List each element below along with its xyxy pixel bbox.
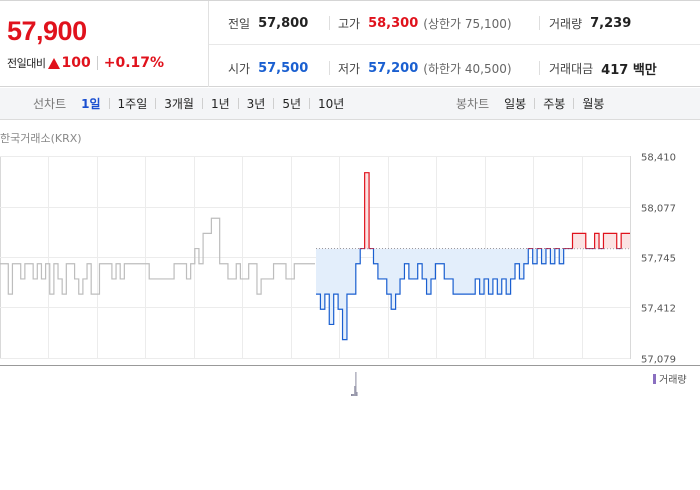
- y-tick-label: 57,745: [641, 254, 676, 265]
- change-rate: +0.17%: [103, 55, 165, 71]
- prev-close-stat: 전일 57,800: [228, 14, 308, 32]
- volume-label: 거래량: [549, 16, 583, 31]
- y-tick-label: 58,410: [641, 153, 676, 164]
- today-line-down: [316, 248, 622, 341]
- tab-3-months[interactable]: 3개월: [164, 97, 194, 111]
- divider: [534, 98, 536, 109]
- trade-value-stat: 거래대금 417 백만: [549, 59, 657, 78]
- divider: [108, 98, 110, 109]
- today-line-up: [359, 172, 630, 249]
- change-row: 전일대비 100 +0.17%: [7, 54, 164, 72]
- current-price-box: 57,900 전일대비 100 +0.17%: [0, 1, 209, 87]
- upper-limit: (상한가 75,100): [423, 16, 512, 31]
- tab-5-years[interactable]: 5년: [282, 97, 302, 111]
- tab-3-years[interactable]: 3년: [246, 97, 266, 111]
- candle-chart-title: 봉차트: [456, 97, 490, 111]
- open-value: 57,500: [258, 60, 309, 76]
- open-label: 시가: [228, 61, 251, 76]
- y-tick-label: 58,077: [641, 204, 676, 215]
- price-chart: 58,410 58,077 57,745 57,412 57,079: [0, 153, 676, 366]
- divider: [329, 16, 330, 30]
- volume-bar: [353, 394, 355, 396]
- trade-value-label: 거래대금: [549, 61, 594, 76]
- y-tick-label: 57,412: [641, 304, 676, 315]
- high-value: 58,300: [368, 15, 419, 31]
- low-label: 저가: [338, 61, 361, 76]
- chart-tab-bar: 선차트 1일 1주일 3개월 1년 3년 5년 10년 봉차트 일봉 주봉 월봉: [0, 88, 700, 120]
- tab-10-years[interactable]: 10년: [318, 97, 345, 111]
- divider: [155, 98, 157, 109]
- volume-stat: 거래량 7,239: [549, 14, 631, 32]
- divider: [237, 98, 239, 109]
- volume-bar: [352, 394, 354, 396]
- change-amount: 100: [61, 55, 91, 71]
- volume-bar: [355, 372, 357, 396]
- y-tick-label: 57,079: [641, 355, 676, 366]
- high-stat: 고가 58,300 (상한가 75,100): [338, 14, 512, 32]
- volume-bar: [354, 386, 356, 396]
- volume-legend-label: 거래량: [659, 375, 687, 386]
- lower-limit: (하한가 40,500): [423, 61, 512, 76]
- volume-bar: [351, 394, 352, 396]
- divider: [573, 98, 575, 109]
- volume-bar: [356, 392, 358, 396]
- low-value: 57,200: [368, 60, 419, 76]
- prev-day-line: [0, 217, 315, 295]
- price-summary-panel: 57,900 전일대비 100 +0.17% 전일 57,800 고가 58,3…: [0, 0, 700, 87]
- high-label: 고가: [338, 16, 361, 31]
- tab-1-day[interactable]: 1일: [81, 97, 101, 111]
- row-divider: [209, 44, 700, 45]
- line-chart-tabs: 선차트 1일 1주일 3개월 1년 3년 5년 10년: [33, 88, 345, 119]
- volume-legend-swatch: [653, 373, 656, 384]
- prev-close-label: 전일: [228, 16, 251, 31]
- exchange-label: 한국거래소(KRX): [0, 132, 82, 145]
- divider: [539, 16, 540, 30]
- volume-chart: [0, 365, 700, 396]
- divider: [329, 61, 330, 75]
- volume-value: 7,239: [590, 15, 632, 31]
- open-stat: 시가 57,500: [228, 59, 308, 77]
- prev-close-value: 57,800: [258, 15, 309, 31]
- low-stat: 저가 57,200 (하한가 40,500): [338, 59, 512, 77]
- tab-1-year[interactable]: 1년: [210, 97, 230, 111]
- divider: [201, 98, 203, 109]
- divider: [309, 98, 311, 109]
- tab-weekly-candle[interactable]: 주봉: [543, 97, 566, 111]
- tab-1-week[interactable]: 1주일: [117, 97, 148, 111]
- current-price: 57,900: [7, 16, 87, 46]
- tab-daily-candle[interactable]: 일봉: [504, 97, 527, 111]
- divider: [273, 98, 275, 109]
- change-label: 전일대비: [7, 57, 46, 70]
- divider: [539, 61, 540, 75]
- candle-chart-tabs: 봉차트 일봉 주봉 월봉: [456, 88, 605, 119]
- volume-legend: 거래량: [653, 371, 687, 386]
- trade-value: 417 백만: [601, 62, 657, 78]
- divider: [96, 56, 98, 70]
- up-arrow-icon: [48, 57, 61, 69]
- line-chart-title: 선차트: [33, 97, 67, 111]
- tab-monthly-candle[interactable]: 월봉: [582, 97, 605, 111]
